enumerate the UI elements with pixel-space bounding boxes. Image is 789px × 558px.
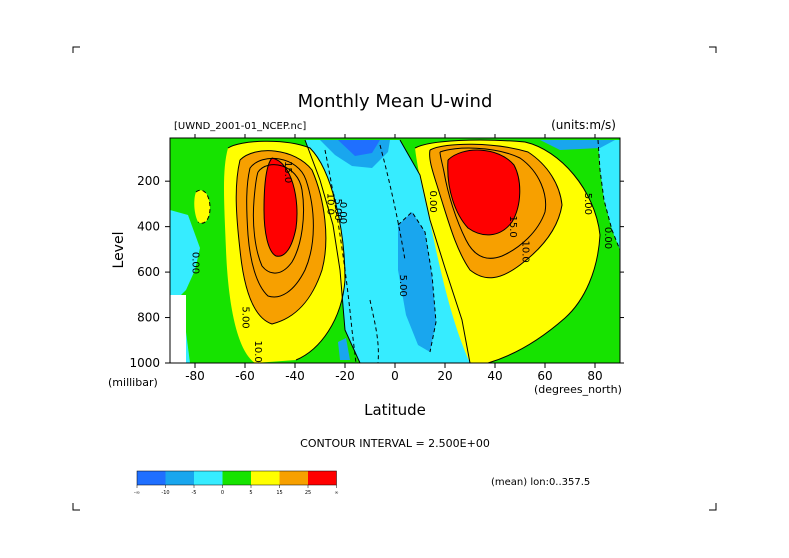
x-tick-label: -60 <box>235 369 255 383</box>
x-axis-units: (degrees_north) <box>534 383 622 396</box>
colorbar-swatch <box>308 471 337 485</box>
colorbar-tick-label: 0 <box>221 490 224 496</box>
x-tick-label: 20 <box>437 369 452 383</box>
colorbar-tick-label: 15 <box>276 490 282 496</box>
x-axis-title: Latitude <box>364 401 426 419</box>
y-tick-label: 1000 <box>129 356 160 370</box>
corner-marks <box>72 46 717 511</box>
contour-label: 10.0 <box>252 341 263 363</box>
x-tick-label: -20 <box>335 369 355 383</box>
x-tick-label: 0 <box>391 369 399 383</box>
colorbar-tick-label: -∞ <box>134 490 140 496</box>
contour-label: 5.00 <box>332 198 343 220</box>
footer-mean-lon: (mean) lon:0..357.5 <box>491 477 590 488</box>
missing-data-surface <box>170 295 186 363</box>
colorbar-tick-label: ∞ <box>334 490 338 496</box>
contour-label: 0.00 <box>337 202 348 224</box>
contour-label: 5.00 <box>397 275 408 297</box>
y-tick-label: 600 <box>137 265 160 279</box>
contour-field: 15.010.05.000.000.005.0010.00.005.0015.0… <box>170 138 620 363</box>
contour-label: 5.00 <box>240 306 251 328</box>
colorbar-swatch <box>222 471 251 485</box>
colorbar-swatch <box>194 471 223 485</box>
contour-labels: 15.010.05.000.000.005.0010.00.005.0015.0… <box>190 161 614 363</box>
contour-label: 10.0 <box>520 241 531 263</box>
contour-label: 10.0 <box>325 193 336 215</box>
axes: -80 -60 -40 -20 0 20 40 60 80 200 400 600 800 1000 <box>129 134 624 383</box>
colorbar-tick-label: 25 <box>305 490 311 496</box>
y-axis-units: (millibar) <box>108 376 158 389</box>
units-label: (units:m/s) <box>551 118 616 132</box>
colorbar-frame <box>136 470 337 486</box>
strong-easterly-tropical <box>398 212 436 352</box>
x-tick-label: 60 <box>537 369 552 383</box>
colorbar-swatch <box>279 471 308 485</box>
strong-easterly-patch <box>338 338 350 360</box>
y-tick-label: 400 <box>137 220 160 234</box>
southern-jet-core <box>264 158 297 257</box>
strong-easterly-top-north <box>540 140 615 150</box>
northern-jet-core <box>447 150 520 235</box>
x-tick-label: -40 <box>285 369 305 383</box>
contour-lines <box>227 139 601 363</box>
x-tick-label: 40 <box>487 369 502 383</box>
easterly-region-north-pole <box>598 140 620 250</box>
colorbar-tick-label: -10 <box>161 490 169 496</box>
colorbar-tick-label: -5 <box>192 490 197 496</box>
easterly-region-south-pole <box>170 210 200 300</box>
contour-label: 15.0 <box>282 161 293 183</box>
contour-label: 5.00 <box>582 193 593 215</box>
southern-yellow-blob <box>194 190 210 224</box>
contour-label: 15.0 <box>507 216 518 238</box>
colorbar-swatch <box>165 471 194 485</box>
contour-label: 0.00 <box>190 252 201 274</box>
y-tick-label: 200 <box>137 174 160 188</box>
x-tick-label: 80 <box>587 369 602 383</box>
chart-title: Monthly Mean U-wind <box>298 91 493 112</box>
colorbar: -∞ -10 -5 0 5 15 25 ∞ <box>134 470 339 496</box>
y-tick-label: 800 <box>137 311 160 325</box>
x-tick-label: -80 <box>185 369 205 383</box>
contour-label: 0.00 <box>427 191 438 213</box>
dashed-contour-lines <box>195 139 620 363</box>
contour-label: 0.00 <box>602 227 613 249</box>
colorbar-tick-label: 5 <box>249 490 252 496</box>
colorbar-swatch <box>137 471 166 485</box>
colorbar-swatch <box>251 471 280 485</box>
y-axis-title: Level <box>111 232 127 269</box>
contour-interval-text: CONTOUR INTERVAL = 2.500E+00 <box>300 437 490 450</box>
dataset-label: [UWND_2001-01_NCEP.nc] <box>174 121 306 132</box>
strongest-easterly-core <box>338 140 380 156</box>
